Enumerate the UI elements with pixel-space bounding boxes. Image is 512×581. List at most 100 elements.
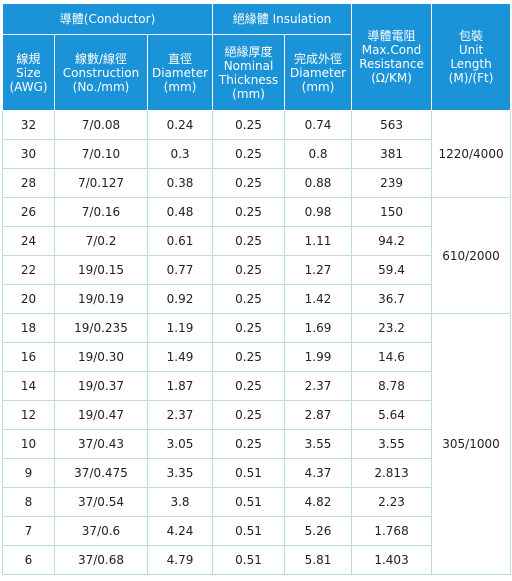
construction-cell: 37/0.68 (54, 545, 148, 575)
resistance-cell: 1.403 (351, 545, 433, 575)
thickness-cell: 0.25 (212, 400, 286, 430)
finished-diameter-cell: 3.55 (284, 429, 353, 459)
diameter-cell: 0.61 (146, 226, 214, 256)
construction-cell: 19/0.37 (54, 371, 148, 401)
construction-cell: 19/0.47 (54, 400, 148, 430)
table-row: 8 37/0.54 3.8 0.51 4.82 2.23 (2, 487, 511, 517)
packaging-length-cell: 610/2000 (431, 197, 512, 314)
resistance-cell: 381 (351, 139, 433, 169)
conductor-header: 導體(Conductor) (1, 3, 214, 35)
thickness-cell: 0.51 (212, 487, 286, 517)
table-row: 20 19/0.19 0.92 0.25 1.42 36.7 (2, 284, 511, 314)
resistance-cell: 239 (351, 168, 433, 198)
awg-size-cell: 7 (2, 516, 55, 546)
thickness-cell: 0.25 (212, 371, 286, 401)
thickness-cell: 0.51 (212, 458, 286, 488)
table-row: 30 7/0.10 0.3 0.25 0.8 381 (2, 139, 511, 169)
table-body: 32 7/0.08 0.24 0.25 0.74 563 1220/4000 30 7/0.10… (2, 110, 512, 575)
thickness-cell: 0.25 (212, 197, 286, 227)
table-row: 14 19/0.37 1.87 0.25 2.37 8.78 (2, 371, 511, 401)
resistance-cell: 23.2 (351, 313, 433, 343)
awg-size-cell: 20 (2, 284, 55, 314)
resistance-cell: 150 (351, 197, 433, 227)
thickness-cell: 0.25 (212, 226, 286, 256)
diameter-cell: 0.38 (146, 168, 214, 198)
diameter-cell: 3.05 (146, 429, 214, 459)
table-row: 22 19/0.15 0.77 0.25 1.27 59.4 (2, 255, 511, 285)
resistance-cell: 5.64 (351, 400, 433, 430)
finished-diameter-cell: 2.37 (284, 371, 353, 401)
finished-diameter-cell: 5.26 (284, 516, 353, 546)
awg-size-cell: 26 (2, 197, 55, 227)
finished-diameter-cell: 1.27 (284, 255, 353, 285)
finished-diameter-cell: 0.74 (284, 110, 353, 140)
diameter-cell: 3.8 (146, 487, 214, 517)
thickness-cell: 0.25 (212, 110, 286, 140)
diameter-cell: 0.24 (146, 110, 214, 140)
resistance-cell: 14.6 (351, 342, 433, 372)
finished-diameter-cell: 4.82 (284, 487, 353, 517)
diameter-cell: 4.79 (146, 545, 214, 575)
table-row: 6 37/0.68 4.79 0.51 5.81 1.403 (2, 545, 511, 575)
diameter-header: 直徑 Diameter (mm) (146, 34, 214, 111)
construction-cell: 37/0.43 (54, 429, 148, 459)
table-row: 28 7/0.127 0.38 0.25 0.88 239 (2, 168, 511, 198)
diameter-cell: 1.49 (146, 342, 214, 372)
resistance-cell: 36.7 (351, 284, 433, 314)
thickness-cell: 0.25 (212, 139, 286, 169)
resistance-cell: 2.813 (351, 458, 433, 488)
diameter-cell: 4.24 (146, 516, 214, 546)
awg-size-cell: 28 (2, 168, 55, 198)
table-header: 導體(Conductor) 絕緣體 Insulation 導體電阻 Max.Co… (1, 3, 512, 111)
awg-size-cell: 24 (2, 226, 55, 256)
thickness-cell: 0.25 (212, 429, 286, 459)
resistance-cell: 2.23 (351, 487, 433, 517)
construction-cell: 37/0.54 (54, 487, 148, 517)
awg-size-cell: 30 (2, 139, 55, 169)
insulation-header: 絕緣體 Insulation (212, 3, 353, 35)
spec-table-container: 導體(Conductor) 絕緣體 Insulation 導體電阻 Max.Co… (1, 3, 512, 575)
thickness-cell: 0.25 (212, 342, 286, 372)
table-row: 12 19/0.47 2.37 0.25 2.87 5.64 (2, 400, 511, 430)
construction-cell: 7/0.127 (54, 168, 148, 198)
packaging-length-cell: 305/1000 (431, 313, 512, 575)
wire-spec-table: 導體(Conductor) 絕緣體 Insulation 導體電阻 Max.Co… (1, 3, 512, 575)
table-row: 18 19/0.235 1.19 0.25 1.69 23.2 305/1000 (2, 313, 512, 575)
diameter-cell: 0.3 (146, 139, 214, 169)
construction-cell: 19/0.19 (54, 284, 148, 314)
diameter-cell: 0.77 (146, 255, 214, 285)
resistance-header: 導體電阻 Max.Cond Resistance (Ω/KM) (351, 3, 433, 111)
construction-cell: 7/0.10 (54, 139, 148, 169)
awg-size-cell: 10 (2, 429, 55, 459)
finished-diameter-cell: 0.8 (284, 139, 353, 169)
packaging-length-cell: 1220/4000 (431, 110, 512, 198)
construction-cell: 19/0.30 (54, 342, 148, 372)
table-row: 32 7/0.08 0.24 0.25 0.74 563 1220/4000 (2, 110, 512, 198)
construction-cell: 19/0.15 (54, 255, 148, 285)
finished-diameter-cell: 1.69 (284, 313, 353, 343)
thickness-cell: 0.51 (212, 516, 286, 546)
awg-size-cell: 22 (2, 255, 55, 285)
awg-size-cell: 6 (2, 545, 55, 575)
awg-size-cell: 14 (2, 371, 55, 401)
finished-diameter-cell: 5.81 (284, 545, 353, 575)
finished-diameter-header: 完成外徑 Diameter (mm) (284, 34, 353, 111)
resistance-cell: 1.768 (351, 516, 433, 546)
finished-diameter-cell: 0.88 (284, 168, 353, 198)
diameter-cell: 0.48 (146, 197, 214, 227)
awg-size-cell: 8 (2, 487, 55, 517)
resistance-cell: 8.78 (351, 371, 433, 401)
construction-cell: 37/0.475 (54, 458, 148, 488)
construction-cell: 7/0.2 (54, 226, 148, 256)
table-row: 26 7/0.16 0.48 0.25 0.98 150 610/2000 (2, 197, 512, 314)
finished-diameter-cell: 1.99 (284, 342, 353, 372)
finished-diameter-cell: 1.11 (284, 226, 353, 256)
construction-cell: 7/0.08 (54, 110, 148, 140)
resistance-cell: 94.2 (351, 226, 433, 256)
resistance-cell: 3.55 (351, 429, 433, 459)
finished-diameter-cell: 1.42 (284, 284, 353, 314)
construction-header: 線數/線徑 Construction (No./mm) (54, 34, 148, 111)
thickness-cell: 0.25 (212, 255, 286, 285)
thickness-cell: 0.25 (212, 284, 286, 314)
awg-size-cell: 9 (2, 458, 55, 488)
